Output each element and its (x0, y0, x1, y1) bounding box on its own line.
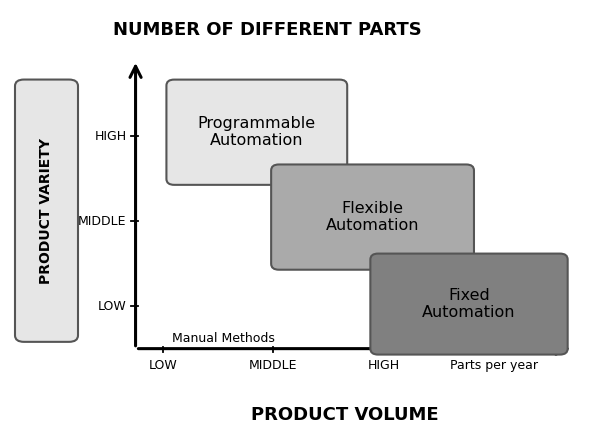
Text: PRODUCT VARIETY: PRODUCT VARIETY (40, 138, 53, 284)
Text: MIDDLE: MIDDLE (249, 359, 298, 372)
Text: Programmable
Automation: Programmable Automation (198, 116, 316, 148)
FancyBboxPatch shape (370, 254, 568, 355)
Text: NUMBER OF DIFFERENT PARTS: NUMBER OF DIFFERENT PARTS (113, 21, 421, 39)
Text: Parts per year: Parts per year (450, 359, 538, 372)
Text: HIGH: HIGH (368, 359, 400, 372)
FancyBboxPatch shape (166, 80, 347, 185)
Text: PRODUCT VOLUME: PRODUCT VOLUME (251, 406, 439, 424)
FancyBboxPatch shape (271, 165, 474, 270)
Text: LOW: LOW (149, 359, 178, 372)
Text: MIDDLE: MIDDLE (78, 215, 127, 228)
Text: Manual Methods: Manual Methods (172, 332, 275, 345)
Text: Flexible
Automation: Flexible Automation (326, 201, 419, 233)
Text: Fixed
Automation: Fixed Automation (422, 288, 516, 320)
Text: LOW: LOW (98, 300, 127, 313)
Text: HIGH: HIGH (95, 130, 127, 143)
